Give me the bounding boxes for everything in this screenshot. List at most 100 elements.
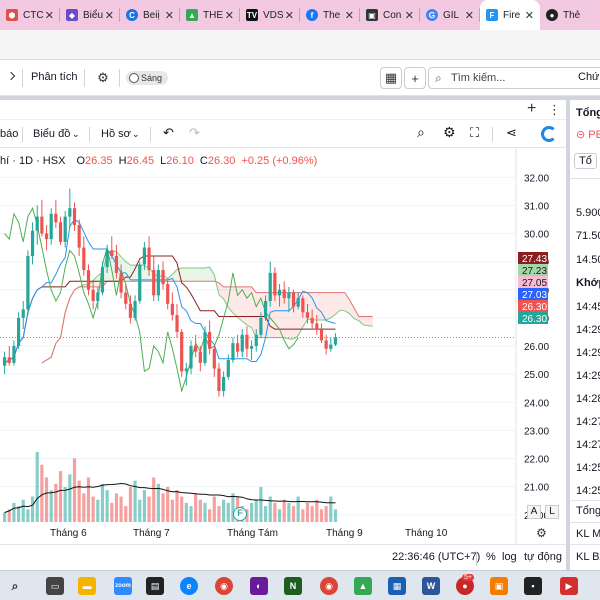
gear-icon[interactable]: ⚙ (97, 70, 109, 85)
candle (58, 222, 63, 242)
task-view-icon[interactable]: ▭ (46, 577, 64, 595)
close-tab-icon[interactable]: ✕ (284, 10, 294, 22)
layout-grid-icon[interactable]: ▦ (380, 67, 402, 89)
volume-bar (310, 506, 314, 522)
trade-time: 14:25 (576, 485, 600, 497)
ichimoku-cloud (358, 316, 364, 325)
price-label-box (518, 312, 548, 324)
log-scale-toggle[interactable]: log (502, 551, 517, 563)
volume-bar (124, 506, 128, 522)
zoom-app-icon[interactable]: zoom (114, 577, 132, 595)
auto-scale-toggle[interactable]: tự động (524, 551, 562, 563)
candle (63, 216, 67, 242)
browser-tab-active[interactable]: F Fire ✕ (480, 0, 540, 30)
browser-tab[interactable]: G GIL ✕ (420, 0, 480, 30)
browser-tab[interactable]: ◆ Biểu ✕ (60, 0, 120, 30)
browser-tab[interactable]: f The ✕ (300, 0, 360, 30)
candle (147, 247, 151, 271)
candle (226, 360, 230, 377)
file-explorer-icon[interactable]: ▬ (78, 577, 96, 595)
app-icon[interactable]: ▦ (388, 577, 406, 595)
x-tick-label: Tháng 10 (405, 528, 448, 539)
x-tick-label: Tháng Tám (227, 528, 278, 539)
app-icon[interactable]: ▣ (490, 577, 508, 595)
browser-tab[interactable]: ⬢ CTC ✕ (0, 0, 60, 30)
auto-scale-button[interactable]: A (527, 505, 541, 519)
close-tab-icon[interactable]: ✕ (344, 10, 354, 22)
browser-tab[interactable]: ▣ Con ✕ (360, 0, 420, 30)
share-icon[interactable]: ⋖ (506, 125, 517, 140)
search-icon[interactable]: ⌕ (11, 578, 19, 593)
candle (180, 331, 184, 372)
chart-canvas[interactable]: 32.0031.0030.0029.0028.0027.0026.0025.00… (0, 148, 566, 544)
percent-scale-button[interactable]: % (486, 551, 496, 563)
volume-bar (277, 509, 282, 522)
redo-icon[interactable]: ↷ (189, 125, 200, 140)
ichimoku-cloud (316, 292, 322, 320)
stat-value: 14.50 (576, 254, 600, 266)
close-tab-icon[interactable]: ✕ (404, 10, 414, 22)
app-icon[interactable]: N (284, 577, 302, 595)
close-tab-icon[interactable]: ✕ (44, 10, 54, 22)
word-icon[interactable]: W (422, 577, 440, 595)
chart-type-menu[interactable]: Biểu đồ (33, 128, 71, 140)
candle (231, 343, 235, 361)
browser-tab[interactable]: TV VDS ✕ (240, 0, 300, 30)
add-icon[interactable]: + (404, 67, 426, 89)
theme-toggle[interactable]: Sáng (126, 71, 168, 85)
price-chart[interactable]: 32.0031.0030.0029.0028.0027.0026.0025.00… (0, 148, 566, 548)
stat-value: 5.900 (576, 207, 600, 219)
search-input[interactable]: ⌕ Tìm kiếm... (428, 67, 600, 89)
volume-bar (44, 477, 49, 522)
close-tab-icon[interactable]: ✕ (104, 10, 114, 22)
log-scale-button[interactable]: L (545, 505, 559, 519)
browser-tab[interactable]: ● Thẻ (540, 0, 600, 30)
fullscreen-icon[interactable]: ⛶ (470, 125, 480, 140)
volume-bar (226, 502, 230, 522)
alert-button[interactable]: báo (0, 128, 19, 140)
google-icon: G (426, 9, 438, 21)
candle (324, 340, 328, 349)
add-panel-icon[interactable]: + (527, 100, 537, 117)
drive-icon[interactable]: ▲ (354, 577, 372, 595)
zoom-icon[interactable]: ⌕ (417, 124, 425, 140)
candle (49, 213, 53, 240)
candle (30, 230, 35, 256)
browser-tab[interactable]: ▲ THE ✕ (180, 0, 240, 30)
undo-icon[interactable]: ↶ (163, 125, 174, 140)
close-tab-icon[interactable]: ✕ (464, 10, 474, 22)
price-label: 27.43 (522, 254, 547, 265)
candle (12, 346, 16, 363)
close-tab-icon[interactable]: ✕ (524, 10, 534, 22)
stock-menu[interactable]: Chứn (578, 71, 600, 83)
candle (282, 289, 286, 299)
browser-tab[interactable]: C Beiị ✕ (120, 0, 180, 30)
edge-icon[interactable]: e (180, 577, 198, 595)
candle (315, 323, 319, 330)
settings-icon[interactable]: ⚙ (443, 124, 456, 140)
app-icon[interactable]: ● (456, 577, 474, 595)
candle (263, 301, 268, 318)
chevron-right-icon[interactable] (6, 71, 16, 81)
app-icon[interactable]: ◐ (250, 577, 268, 595)
volume-bar (86, 477, 91, 522)
volume-bar (128, 487, 133, 522)
app-icon[interactable]: ▤ (146, 577, 164, 595)
chrome-icon[interactable]: ◉ (320, 577, 338, 595)
profile-menu[interactable]: Hồ sơ (101, 128, 131, 140)
price-label-box (518, 276, 548, 288)
event-marker[interactable]: F (233, 507, 247, 521)
buy-volume-label: KL MU (576, 528, 600, 540)
panel-button[interactable]: Tổ (574, 153, 597, 169)
more-vertical-icon[interactable]: ⋮ (548, 102, 561, 117)
y-tick-label: 23.00 (524, 426, 549, 437)
candle (208, 331, 212, 349)
candle (100, 267, 105, 293)
chrome-icon[interactable]: ◉ (215, 577, 233, 595)
app-icon[interactable]: ▶ (560, 577, 578, 595)
close-tab-icon[interactable]: ✕ (164, 10, 174, 22)
app-icon[interactable]: ▪ (524, 577, 542, 595)
change-value: +0.25 (+0.96%) (241, 155, 318, 167)
close-tab-icon[interactable]: ✕ (224, 10, 234, 22)
analysis-menu[interactable]: Phân tích (31, 71, 78, 83)
